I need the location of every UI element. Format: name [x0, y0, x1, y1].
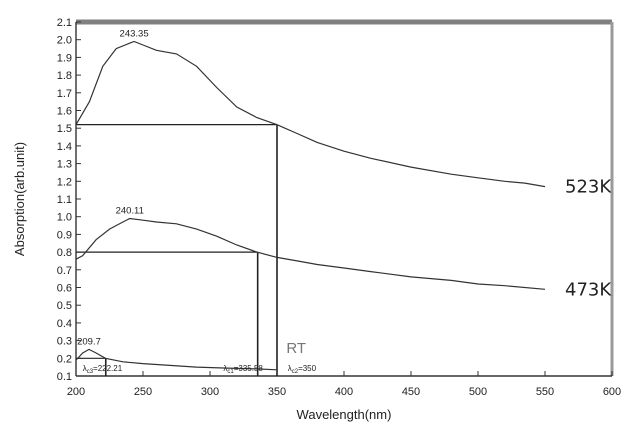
y-tick-label: 1.5: [57, 123, 72, 135]
frame: [75, 19, 614, 377]
peak-label: 240.11: [116, 205, 144, 216]
y-tick-label: 1.8: [57, 70, 72, 82]
series-line-473k: [75, 217, 546, 290]
y-axis-title: Absorption(arb.unit): [12, 142, 27, 256]
peak-label: 209.7: [77, 336, 101, 347]
series-name-label: 523K: [565, 177, 612, 198]
series-line-rt: [75, 348, 278, 371]
y-tick-label: 0.9: [57, 229, 72, 241]
y-tick-label: 0.4: [57, 318, 72, 330]
series-layer: [75, 40, 546, 371]
y-tick-label: 2.0: [57, 35, 72, 47]
x-tick-label: 450: [402, 386, 420, 398]
y-tick-label: 1.1: [57, 194, 72, 206]
x-tick-label: 400: [335, 386, 353, 398]
y-tick-label: 0.1: [57, 371, 72, 383]
x-tick-label: 200: [67, 386, 85, 398]
y-tick-label: 0.7: [57, 265, 72, 277]
cutoff-lines: [76, 124, 278, 376]
x-tick-label: 600: [603, 386, 621, 398]
series-name-label: 473K: [565, 279, 612, 300]
series-line-523k: [75, 40, 546, 188]
y-tick-label: 0.8: [57, 247, 72, 259]
lambda-label: λc1=335.58: [223, 364, 263, 375]
peak-labels: 243.35 240.11 209.7: [77, 28, 149, 347]
y-tick-label: 1.2: [57, 176, 72, 188]
y-tick-label: 0.2: [57, 353, 72, 365]
y-tick-label: 1.3: [57, 159, 72, 171]
y-tick-label: 0.6: [57, 283, 72, 295]
x-tick-label: 300: [201, 386, 219, 398]
x-tick-label: 250: [134, 386, 152, 398]
x-axis-ticks: 200 250 300 350 400 450 500 550 600: [67, 371, 621, 398]
x-tick-label: 350: [268, 386, 286, 398]
peak-label: 243.35: [120, 28, 149, 39]
series-name-labels: 523K 473K RT: [286, 177, 612, 357]
x-tick-label: 500: [469, 386, 487, 398]
lambda-label: λc3=222.21: [83, 364, 123, 375]
y-tick-label: 1.6: [57, 106, 72, 118]
y-tick-label: 2.1: [57, 17, 72, 29]
lambda-labels: λc3=222.21 λc1=335.58 λc2=350: [83, 364, 317, 375]
y-tick-label: 1.9: [57, 52, 72, 64]
y-tick-label: 1.0: [57, 212, 72, 224]
y-tick-label: 0.5: [57, 300, 72, 312]
y-tick-label: 1.7: [57, 88, 72, 100]
x-axis-title: Wavelength(nm): [297, 407, 392, 422]
y-tick-label: 1.4: [57, 141, 72, 153]
y-tick-label: 0.3: [57, 336, 72, 348]
y-axis-ticks: 0.1 0.2 0.3 0.4 0.5 0.6 0.7 0.8 0.9 1.0 1.1 1.2 1.3 1…: [57, 17, 81, 383]
lambda-label: λc2=350: [288, 364, 317, 375]
series-name-label: RT: [286, 340, 306, 357]
x-tick-label: 550: [536, 386, 554, 398]
